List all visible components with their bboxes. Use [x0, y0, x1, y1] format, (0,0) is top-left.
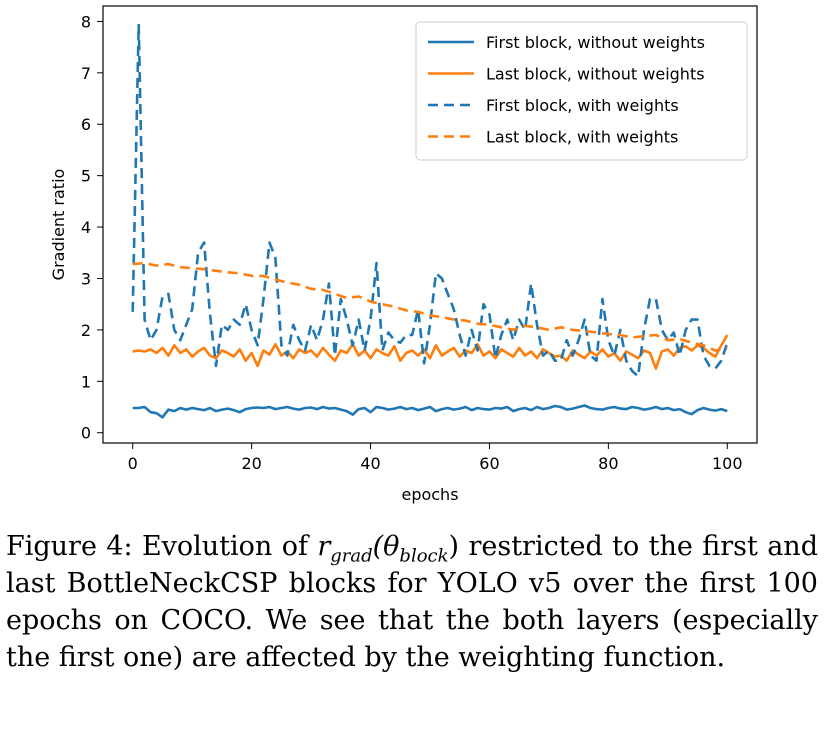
- x-tick-label: 20: [241, 454, 261, 473]
- y-tick-label: 8: [81, 12, 91, 31]
- caption-figure-label: Figure 4:: [6, 531, 133, 562]
- caption-math-subscript-grad: grad: [330, 545, 373, 567]
- caption-math-close: ): [448, 531, 460, 562]
- legend-box: [415, 21, 748, 161]
- y-tick-label: 5: [81, 167, 91, 186]
- x-tick-label: 40: [360, 454, 380, 473]
- caption-text-rest: restricted to the first and last BottleN…: [6, 531, 818, 673]
- series-line-1: [132, 404, 728, 419]
- x-tick-label: 0: [128, 454, 138, 473]
- y-tick-label: 0: [81, 424, 91, 443]
- legend-label-1: First block, without weights: [486, 33, 705, 52]
- x-axis-ticks: 0 20 40 60 80 100: [128, 443, 743, 473]
- caption-math-open: (θ: [372, 531, 400, 562]
- legend: First block, without weights Last block, …: [415, 21, 748, 161]
- y-tick-label: 7: [81, 64, 91, 83]
- caption-math-subscript-block: block: [399, 545, 449, 567]
- series-line-4: [132, 261, 728, 352]
- y-tick-label: 2: [81, 321, 91, 340]
- axes-frame: [102, 5, 758, 444]
- legend-label-4: Last block, with weights: [486, 128, 678, 147]
- x-tick-label: 100: [712, 454, 743, 473]
- y-tick-label: 3: [81, 269, 91, 288]
- y-tick-label: 1: [81, 372, 91, 391]
- legend-label-2: Last block, without weights: [486, 65, 705, 84]
- y-axis-label: Gradient ratio: [49, 169, 68, 281]
- x-tick-label: 80: [598, 454, 618, 473]
- legend-label-3: First block, with weights: [486, 96, 679, 115]
- figure-caption: Figure 4: Evolution of rgrad(θblock) res…: [6, 528, 818, 676]
- gradient-ratio-chart: 0 20 40 60 80 100 0 1 2 3 4 5 6 7 8 epochs Gradient r…: [49, 5, 758, 504]
- y-tick-label: 6: [81, 115, 91, 134]
- plot-area: [131, 22, 729, 419]
- caption-math-r: r: [317, 531, 331, 562]
- y-axis-ticks: 0 1 2 3 4 5 6 7 8: [81, 12, 103, 443]
- caption-text-start: Evolution of: [141, 531, 308, 562]
- series-line-2: [132, 334, 729, 370]
- y-tick-label: 4: [81, 218, 91, 237]
- x-tick-label: 60: [479, 454, 499, 473]
- x-axis-label: epochs: [401, 485, 458, 504]
